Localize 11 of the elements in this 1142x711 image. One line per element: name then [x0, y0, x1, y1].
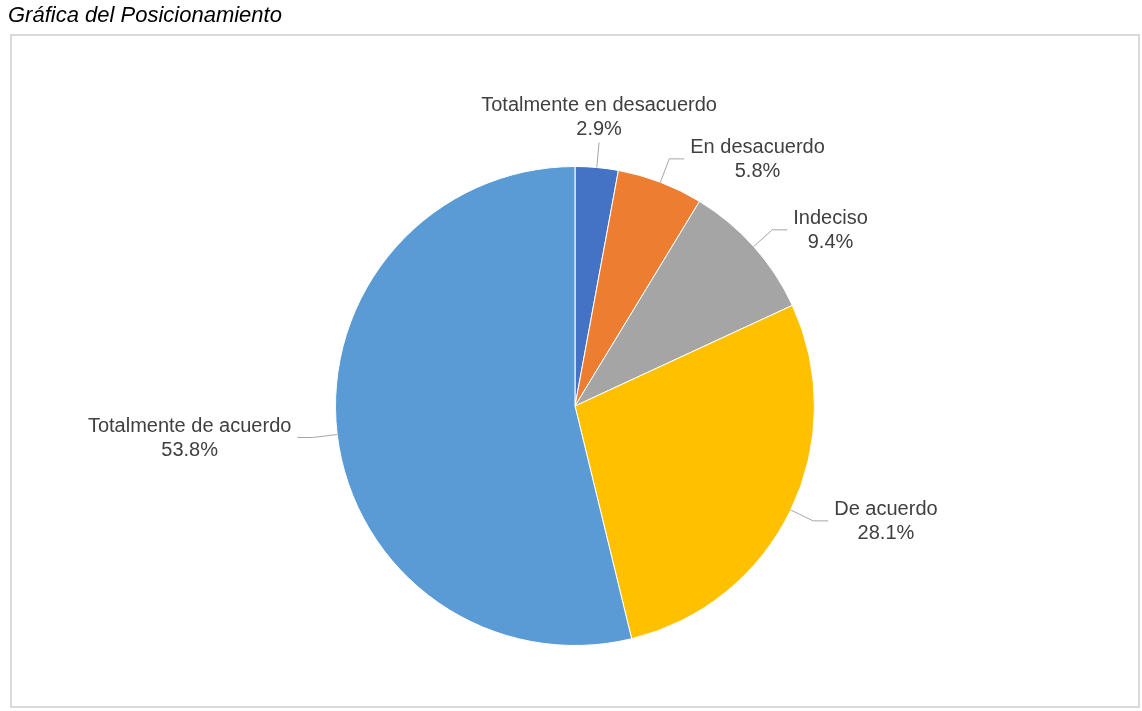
data-label: 9.4% — [807, 229, 854, 252]
data-label: 53.8% — [161, 437, 219, 460]
slice-label: Totalmente de acuerdo — [87, 413, 292, 436]
slice-label: En desacuerdo — [690, 134, 825, 157]
slice-label: Indeciso — [793, 205, 868, 228]
data-label: 5.8% — [734, 158, 781, 181]
data-label: 28.1% — [857, 520, 915, 543]
slice-label: De acuerdo — [834, 496, 938, 519]
chart-title: Gráfica del Posicionamiento — [8, 2, 282, 28]
slice-label: Totalmente en desacuerdo — [481, 92, 717, 115]
data-label: 2.9% — [576, 116, 623, 139]
